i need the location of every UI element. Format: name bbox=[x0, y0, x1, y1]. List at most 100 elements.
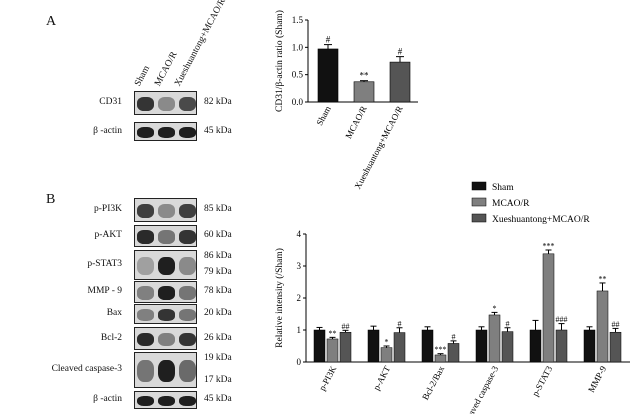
b-blot-label: p-STAT3 bbox=[87, 259, 122, 269]
legend-swatch bbox=[471, 181, 487, 191]
b-blot-label: Cleaved caspase-3 bbox=[51, 364, 122, 374]
lane-label: Xueshuantong+MCAO/R bbox=[173, 0, 228, 88]
a-blot-band bbox=[137, 126, 154, 139]
bar bbox=[317, 48, 339, 103]
y-tick-label: 0.5 bbox=[292, 70, 304, 80]
significance-label: # bbox=[398, 47, 403, 57]
significance-label: ### bbox=[556, 315, 568, 324]
b-blot-image bbox=[134, 225, 197, 247]
a-blot-band bbox=[158, 126, 175, 139]
y-axis-label: Relative intensity (/Sham) bbox=[274, 248, 285, 348]
bar bbox=[542, 253, 555, 363]
bar bbox=[583, 329, 596, 363]
b-blot-label: Bcl-2 bbox=[100, 332, 122, 343]
bar bbox=[353, 81, 375, 103]
b-blot-band bbox=[137, 286, 154, 300]
legend-swatch bbox=[471, 213, 487, 223]
b-blot-kda: 78 kDa bbox=[204, 286, 232, 296]
b-blot-band bbox=[179, 203, 196, 219]
significance-label: * bbox=[493, 304, 497, 313]
b-blot-band bbox=[158, 309, 175, 321]
significance-label: # bbox=[326, 35, 331, 45]
significance-label: ## bbox=[342, 322, 350, 331]
x-tick-label: MMP-9 bbox=[586, 364, 608, 394]
b-blot-band bbox=[179, 257, 196, 275]
y-tick-label: 1.5 bbox=[292, 15, 304, 25]
b-blot-kda: 19 kDa bbox=[204, 353, 232, 363]
b-blot-band bbox=[179, 286, 196, 300]
y-tick-label: 0.0 bbox=[292, 97, 304, 107]
a-blot-band bbox=[179, 96, 196, 112]
bar bbox=[609, 331, 622, 363]
b-blot-label: MMP - 9 bbox=[87, 286, 123, 296]
x-tick-label: Cleaved caspase-3 bbox=[460, 364, 500, 414]
b-blot-label: p-AKT bbox=[94, 230, 122, 240]
legend-label: MCAO/R bbox=[492, 199, 530, 209]
b-blot-image bbox=[134, 352, 197, 388]
b-blot-band bbox=[137, 332, 154, 347]
panel-b-letter: B bbox=[46, 192, 56, 207]
b-blot-kda: 45 kDa bbox=[204, 394, 232, 404]
b-blot-kda: 60 kDa bbox=[204, 230, 232, 240]
bar bbox=[529, 329, 542, 363]
b-blot-band bbox=[158, 230, 175, 244]
b-blot-band bbox=[158, 332, 175, 347]
a-blot-band bbox=[137, 96, 154, 112]
a-blot-image bbox=[134, 122, 197, 141]
b-blot-band bbox=[137, 395, 154, 407]
x-tick-label: p-AKT bbox=[371, 364, 392, 392]
bar bbox=[313, 329, 326, 363]
b-blot-kda: 20 kDa bbox=[204, 308, 232, 318]
b-blot-band bbox=[137, 203, 154, 219]
b-blot-band bbox=[137, 230, 154, 244]
y-tick-label: 1 bbox=[297, 325, 302, 335]
bar bbox=[326, 338, 339, 363]
significance-label: * bbox=[385, 338, 389, 347]
b-blot-band bbox=[179, 332, 196, 347]
bar bbox=[389, 61, 411, 103]
x-tick-label: p-STAT3 bbox=[530, 364, 554, 398]
y-tick-label: 0 bbox=[297, 357, 302, 367]
y-tick-label: 4 bbox=[297, 229, 302, 239]
panel-a-letter: A bbox=[46, 14, 57, 29]
b-blot-band bbox=[158, 286, 175, 300]
lane-label: Sham bbox=[133, 64, 153, 88]
b-blot-kda: 86 kDa bbox=[204, 251, 232, 261]
x-tick-label: Sham bbox=[314, 104, 332, 127]
y-tick-label: 1.0 bbox=[292, 42, 304, 52]
significance-label: # bbox=[398, 319, 402, 328]
significance-label: *** bbox=[435, 345, 447, 354]
relative-intensity-chart: 0 1 2 3 4 Relative intensity (/Sham) Sham MCAO/… bbox=[274, 181, 630, 414]
significance-label: ** bbox=[329, 329, 337, 338]
b-blot-band bbox=[158, 257, 175, 275]
x-tick-label: p-PI3K bbox=[317, 364, 339, 393]
a-blot-band bbox=[158, 96, 175, 112]
b-blot-label: p-PI3K bbox=[94, 204, 122, 214]
y-axis-label: CD31/β-actin ratio (Sham) bbox=[274, 10, 285, 112]
b-blot-image bbox=[134, 281, 197, 303]
b-blot-image bbox=[134, 304, 197, 324]
a-blot-kda: 82 kDa bbox=[204, 97, 232, 107]
b-blot-image bbox=[134, 250, 197, 280]
bar bbox=[501, 331, 514, 363]
b-blot-image bbox=[134, 198, 197, 222]
significance-label: *** bbox=[543, 242, 555, 251]
b-blot-image bbox=[134, 391, 197, 409]
b-blot-label: Bax bbox=[106, 308, 122, 318]
b-blot-kda: 26 kDa bbox=[204, 332, 232, 343]
b-blot-label: β -actin bbox=[93, 394, 122, 404]
b-blot-band bbox=[179, 395, 196, 407]
significance-label: # bbox=[506, 319, 510, 328]
bar bbox=[421, 329, 434, 363]
significance-label: ** bbox=[360, 71, 370, 81]
a-blot-image bbox=[134, 91, 197, 115]
a-blot-label: β -actin bbox=[93, 125, 122, 136]
b-blot-kda: 85 kDa bbox=[204, 204, 232, 214]
legend-swatch bbox=[471, 197, 487, 207]
b-blot-band bbox=[158, 203, 175, 219]
b-blot-kda-2: 79 kDa bbox=[204, 267, 232, 277]
bar bbox=[367, 329, 380, 363]
bar bbox=[488, 314, 501, 363]
bar bbox=[434, 354, 447, 363]
a-blot-label: CD31 bbox=[99, 97, 122, 107]
